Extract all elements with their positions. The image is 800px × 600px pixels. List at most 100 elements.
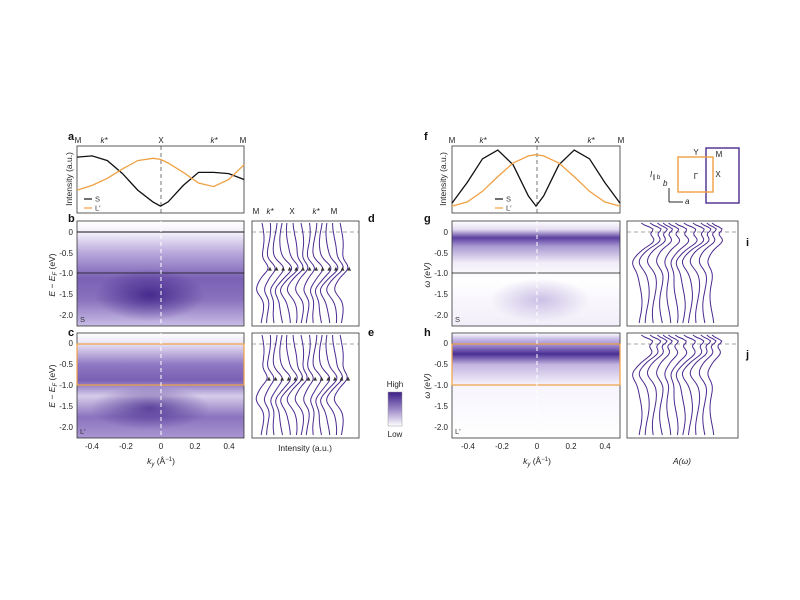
x-tick-label: 0.4 <box>599 442 611 451</box>
y-tick-label: -2.0 <box>59 423 73 432</box>
x-axis-label: ky (Å−1) <box>523 456 551 468</box>
edc-curve <box>689 334 712 436</box>
spectral-stack <box>632 222 723 324</box>
edc-curve <box>303 222 315 324</box>
kpath-label: M <box>618 136 625 145</box>
brillouin-zone-diagram: Γ Y M X I∥ b b a <box>650 147 740 206</box>
y-axis-label: Intensity (a.u.) <box>438 152 448 206</box>
panel-label-i: i <box>746 237 749 249</box>
y-tick-label: -2.0 <box>434 311 448 320</box>
axes-frame <box>76 145 245 214</box>
axes-frame <box>451 145 621 214</box>
edc-curve <box>270 222 285 324</box>
bz-Y-label: Y <box>693 148 699 157</box>
kpath-label: k* <box>210 136 218 145</box>
y-tick-label: -1.5 <box>59 290 73 299</box>
edc-curve <box>670 334 688 436</box>
panel-h: h L′ 0 -0.5 -1.0 -1.5 -2.0 ω (eV) -0.4 -… <box>422 327 621 468</box>
y-tick-label: 0 <box>444 339 449 348</box>
intensity-hotspot <box>95 269 205 321</box>
edc-curve <box>286 334 303 436</box>
edc-curve <box>664 334 679 436</box>
legend-label-S: S <box>95 195 100 204</box>
edc-curve <box>638 334 662 436</box>
edc-curve <box>310 334 322 436</box>
edc-curve <box>274 222 293 324</box>
spectral-stack <box>632 334 723 436</box>
edc-curve <box>675 222 698 324</box>
kpath-label: k* <box>266 207 274 216</box>
panel-label-h: h <box>424 327 431 339</box>
panel-label-b: b <box>68 213 75 225</box>
y-tick-label: 0 <box>69 228 74 237</box>
panel-g: g S 0 -0.5 -1.0 -1.5 -2.0 ω (eV) <box>422 213 621 327</box>
y-tick-label: -2.0 <box>59 311 73 320</box>
peak-marker: ▲ <box>346 376 350 382</box>
peak-marker: ▲ <box>275 266 279 272</box>
y-tick-label: -2.0 <box>434 423 448 432</box>
peak-marker: ▲ <box>320 376 324 382</box>
peak-marker: ▲ <box>267 376 271 382</box>
panel-label-j: j <box>745 349 749 361</box>
heatmap-label-S: S <box>455 315 460 324</box>
y-ticks: 0 -0.5 -1.0 -1.5 -2.0 <box>434 228 448 320</box>
kpath-label: k* <box>479 136 487 145</box>
edc-curve <box>333 334 348 436</box>
panel-j: j A(ω) <box>626 332 749 466</box>
x-ticks: -0.4 -0.2 0 0.2 0.4 <box>461 442 611 451</box>
edc-curve <box>263 334 275 436</box>
y-axis-label: ω (eV) <box>422 262 432 287</box>
y-tick-label: -0.5 <box>434 360 448 369</box>
edc-curve <box>286 222 304 324</box>
legend-label-L-prime: L′ <box>95 204 101 213</box>
y-axis-label: E − EF (eV) <box>47 364 59 407</box>
edc-curve <box>638 222 662 324</box>
x-axis-label: Intensity (a.u.) <box>278 443 332 453</box>
y-tick-label: -1.5 <box>434 290 448 299</box>
peak-marker: ▲ <box>294 266 298 272</box>
edc-curve <box>646 334 668 436</box>
x-tick-label: 0 <box>159 442 164 451</box>
peak-marker: ▲ <box>333 376 337 382</box>
panel-b: b S 0 -0.5 -1.0 -1.5 -2.0 E − EF (eV) <box>47 213 245 327</box>
y-ticks: 0 -0.5 -1.0 -1.5 -2.0 <box>434 339 448 432</box>
edc-curve <box>670 222 690 324</box>
peak-marker: ▲ <box>314 266 318 272</box>
y-tick-label: -1.0 <box>434 381 448 390</box>
edc-curve <box>256 222 269 324</box>
edc-curve <box>309 222 324 324</box>
x-tick-label: -0.4 <box>461 442 475 451</box>
peak-marker: ▲ <box>308 266 312 272</box>
heatmap-label-L-prime: L′ <box>80 427 86 436</box>
y-tick-label: -0.5 <box>59 249 73 258</box>
edc-curve <box>707 334 723 436</box>
panel-c: c L′ 0 -0.5 -1.0 -1.5 -2.0 E − EF (eV) -… <box>47 327 245 468</box>
peak-marker: ▲ <box>288 266 292 272</box>
edc-curve <box>689 222 712 324</box>
y-tick-label: 0 <box>444 228 449 237</box>
x-tick-label: -0.2 <box>495 442 509 451</box>
integration-window <box>451 343 621 386</box>
bz-orange-zone <box>677 156 714 193</box>
peak-marker: ▲ <box>301 266 305 272</box>
y-tick-label: -1.5 <box>59 402 73 411</box>
y-axis-label: Intensity (a.u.) <box>64 152 74 206</box>
edc-curve <box>632 334 654 436</box>
colorbar-gradient <box>387 391 403 427</box>
y-tick-label: -0.5 <box>59 360 73 369</box>
kpath-label: M <box>240 136 247 145</box>
peak-marker: ▲ <box>347 266 351 272</box>
edc-curve <box>275 334 291 436</box>
series-line-L-prime <box>451 154 621 207</box>
edc-curve <box>664 222 681 324</box>
x-tick-label: 0.2 <box>565 442 577 451</box>
panel-i: i <box>626 220 749 327</box>
peak-marker: ▲ <box>293 376 297 382</box>
edc-curve <box>279 222 299 324</box>
y-ticks: 0 -0.5 -1.0 -1.5 -2.0 <box>59 228 73 320</box>
edc-curve <box>320 334 338 436</box>
panel-label-a: a <box>68 131 75 143</box>
intensity-hotspot <box>90 386 210 430</box>
peak-marker: ▲ <box>327 266 331 272</box>
panel-label-d: d <box>368 213 375 225</box>
